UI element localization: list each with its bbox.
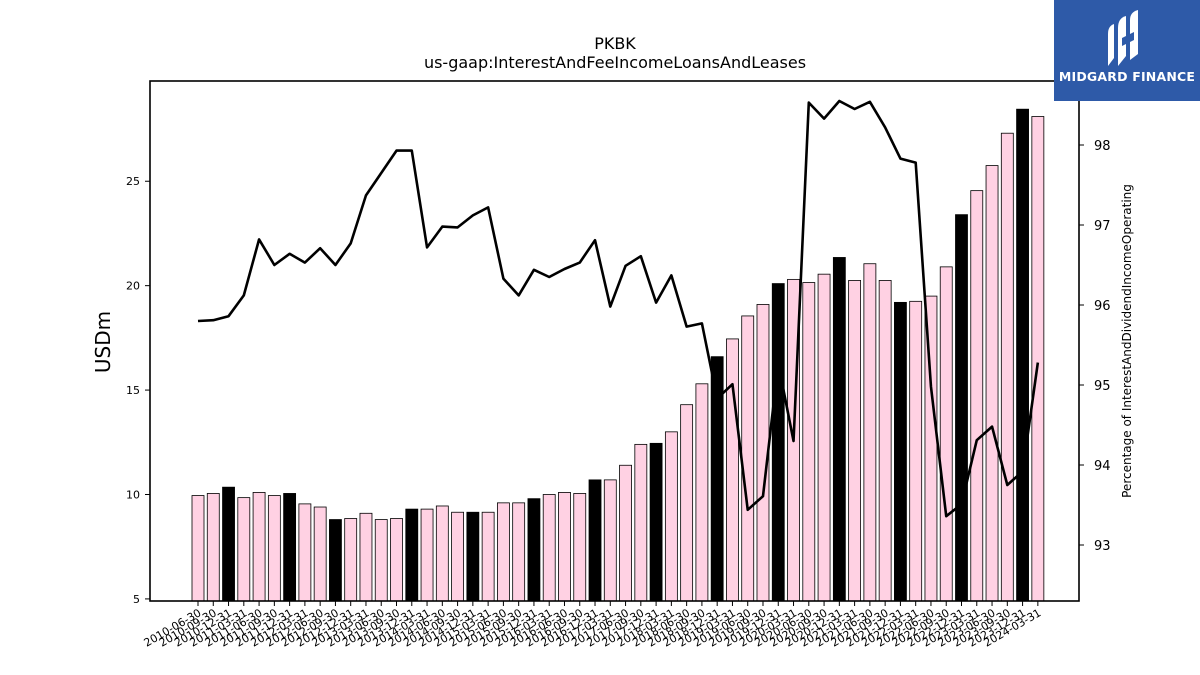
bar: [848, 280, 862, 602]
bar: [512, 502, 526, 602]
bar: [832, 257, 846, 602]
line-layer: [197, 99, 1040, 518]
y-axis-left: 5 10 15 20 25: [126, 175, 150, 606]
y2-tick-label: 97: [1094, 219, 1111, 234]
y-axis-right: 93 94 95 96 97 98: [1079, 139, 1111, 554]
bar: [680, 404, 694, 602]
bar: [435, 505, 449, 602]
y2-tick-label: 94: [1094, 459, 1111, 474]
bar: [817, 273, 831, 602]
series-line: [197, 99, 1040, 518]
logo-mark-icon: [1108, 10, 1138, 66]
bar: [390, 518, 403, 602]
logo-text: MIDGARD FINANCE: [1058, 69, 1196, 84]
x-axis: 2010-06-302010-09-302010-12-312011-03-31…: [142, 601, 1043, 650]
bar: [970, 190, 984, 602]
bar: [1031, 116, 1045, 602]
bar: [542, 494, 556, 602]
bar: [252, 492, 266, 602]
bar: [664, 431, 678, 602]
y2-tick-label: 93: [1094, 539, 1111, 554]
bar: [558, 492, 571, 602]
bar: [206, 493, 220, 602]
y-tick-label: 10: [126, 488, 140, 501]
bar: [939, 266, 953, 602]
bar: [985, 165, 999, 602]
bar: [481, 511, 495, 602]
bar: [222, 486, 235, 602]
bar: [878, 280, 892, 602]
bar: [374, 519, 388, 602]
y2-axis-label: Percentage of InterestAndDividendIncomeO…: [1120, 184, 1134, 498]
bar: [237, 497, 251, 602]
bar: [1016, 108, 1029, 602]
y-tick-label: 15: [126, 384, 140, 397]
bar: [771, 283, 785, 602]
y2-tick-label: 95: [1094, 379, 1111, 394]
chart-subtitle: us-gaap:InterestAndFeeIncomeLoansAndLeas…: [424, 53, 806, 72]
bar: [527, 498, 541, 602]
bar: [741, 315, 755, 602]
y2-tick-label: 98: [1094, 139, 1111, 154]
y2-tick-label: 96: [1094, 299, 1111, 314]
bar: [329, 519, 342, 602]
bar: [298, 503, 312, 602]
y-tick-label: 5: [133, 593, 140, 606]
bar: [573, 493, 587, 602]
bar: [344, 518, 358, 602]
bar: [603, 479, 617, 602]
bar: [619, 464, 632, 602]
bar: [894, 301, 907, 602]
bar: [649, 442, 663, 602]
bar: [313, 506, 327, 602]
bar: [451, 511, 464, 602]
bar: [405, 508, 419, 602]
bar: [726, 338, 739, 602]
bar: [496, 502, 510, 602]
bar: [191, 495, 205, 602]
brand-logo: MIDGARD FINANCE: [1054, 0, 1200, 101]
plot-frame: [149, 80, 1080, 602]
bar: [588, 479, 602, 602]
bar: [863, 263, 877, 602]
bar: [909, 300, 923, 602]
y-tick-label: 20: [126, 280, 140, 293]
bar: [695, 383, 709, 602]
bar: [420, 508, 434, 602]
bar: [955, 214, 968, 602]
bar: [634, 443, 648, 602]
bar: [359, 512, 373, 602]
y-tick-label: 25: [126, 175, 140, 188]
bar: [466, 511, 480, 602]
y-axis-label: USDm: [91, 311, 115, 373]
bar: [267, 495, 281, 602]
chart-title: PKBK: [594, 34, 636, 53]
bar: [283, 493, 297, 602]
bar: [802, 282, 816, 602]
bar: [1000, 132, 1014, 602]
